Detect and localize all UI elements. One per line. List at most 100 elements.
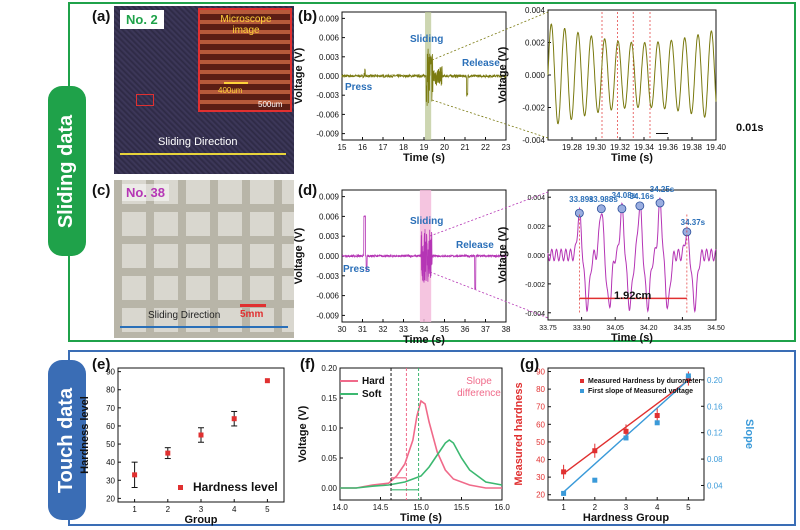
legend-g: Measured Hardness by durometer First slo…	[580, 378, 701, 395]
x-tick-label: 34.05	[606, 325, 624, 332]
data-point-e	[198, 432, 204, 438]
y-tick-label: 50	[106, 440, 115, 449]
y-tick-label: 0.004	[527, 195, 545, 202]
x-tick-label: 18	[399, 143, 408, 152]
peak-label: 34.08s	[612, 191, 637, 200]
chart-b-main: 15 16 17 18 19 20 21 22 23 0.009 0.006 0.003 0.000 -0…	[293, 11, 511, 164]
series-f-soft	[340, 439, 503, 489]
y-tick-label: -0.004	[522, 136, 545, 145]
sliding-data-band: Sliding data	[48, 86, 86, 256]
legend-f: Hard Soft	[340, 376, 385, 400]
annot-d-release: Release	[456, 240, 494, 251]
peak-label: 33.988s	[589, 195, 618, 204]
annot-d-press: Press	[343, 264, 371, 275]
panel-label-g: (g)	[520, 356, 540, 373]
connector-b-top	[431, 11, 549, 61]
x-axis-title: Time (s)	[611, 332, 653, 344]
scale-bar-c	[240, 304, 266, 307]
legend-g-durometer: Measured Hardness by durometer	[580, 378, 701, 385]
x-tick-label: 3	[199, 505, 204, 514]
legend-f-soft-label: Soft	[362, 389, 382, 400]
plot-frame	[547, 9, 717, 141]
peak-label: 33.89s	[569, 195, 594, 204]
x-axis-title: Hardness Group	[583, 512, 669, 524]
x-tick-label: 1	[132, 505, 137, 514]
x-tick-label: 3	[624, 503, 629, 512]
annot-d-distance: 1.92cm	[614, 290, 652, 302]
y-tick-label: -0.009	[316, 311, 339, 320]
y-tick-label: 90	[106, 368, 115, 377]
y2-tick-label: 0.08	[707, 455, 723, 464]
x-tick-label: 19.34	[634, 143, 655, 152]
legend-f-soft-swatch	[340, 393, 358, 396]
y-tick-label: 40	[536, 456, 545, 465]
x-tick-label: 34.35	[674, 325, 692, 332]
y-tick-label: 0.006	[319, 34, 340, 43]
y2-tick-label: 0.04	[707, 481, 723, 490]
legend-f-hard-swatch	[340, 380, 358, 383]
peak-marker	[617, 204, 627, 214]
legend-g-durometer-marker	[580, 379, 584, 384]
x-tick-label: 19.30	[586, 143, 607, 152]
sliding-arrow-c	[120, 326, 288, 328]
y-tick-label: 0.000	[319, 72, 340, 81]
y-tick-label: 20	[106, 494, 115, 503]
scale-label-500: 500um	[258, 100, 283, 109]
legend-e: Hardness level	[178, 480, 278, 494]
data-point-slope	[654, 420, 660, 426]
y-tick-label: 40	[106, 458, 115, 467]
microscope-title: Microscope image	[220, 14, 272, 36]
legend-g-slope: First slope of Measured voltage	[580, 388, 701, 395]
y-axis-title: Measured hardness	[513, 382, 525, 485]
y-tick-label: -0.006	[316, 110, 339, 119]
y-tick-label: 0.10	[321, 424, 337, 433]
x-tick-label: 19.28	[562, 143, 583, 152]
y-tick-label: -0.002	[525, 282, 545, 289]
x-tick-label: 33	[399, 325, 408, 334]
zoom-connectors	[429, 11, 549, 319]
peak-marker	[635, 201, 645, 211]
y-tick-label: 0.003	[319, 53, 340, 62]
y-tick-label: 0.009	[319, 14, 340, 23]
y-tick-label: 0.000	[525, 71, 546, 80]
y-axis-title: Voltage (V)	[297, 405, 309, 462]
connector-b-bottom	[431, 99, 549, 139]
data-point-e	[264, 378, 270, 384]
x-tick-label: 21	[461, 143, 470, 152]
panel-label-a: (a)	[92, 8, 111, 25]
peak-marker	[574, 208, 584, 218]
y-axis-title: Voltage (V)	[497, 226, 509, 283]
data-point-durometer	[685, 376, 691, 382]
y-tick-label: 0.009	[319, 193, 340, 202]
sliding-arrow-a	[120, 153, 286, 155]
annot-b-sliding: Sliding	[410, 34, 444, 45]
y-tick-label: 0.000	[527, 253, 545, 260]
peak-label: 34.25s	[650, 185, 675, 194]
y2-axis-title: Slope	[743, 419, 755, 449]
annot-b-press: Press	[345, 82, 373, 93]
y2-tick-label: 0.16	[707, 402, 723, 411]
data-point-durometer	[623, 428, 629, 434]
x-tick-label: 20	[440, 143, 449, 152]
x-tick-label: 15.5	[454, 503, 470, 512]
y-tick-label: 70	[536, 403, 545, 412]
connector-d-bottom	[429, 271, 549, 319]
series-b-main	[341, 48, 507, 106]
annot-b-release: Release	[462, 58, 500, 69]
y-tick-label: 0.003	[319, 232, 340, 241]
y-axis-title: Voltage (V)	[293, 47, 305, 104]
panel-label-c: (c)	[92, 182, 111, 199]
series-d-main	[341, 215, 507, 290]
chart-d-main: 30 31 32 33 34 35 36 37 38 0.009 0.006 0.003 0.000 -0…	[293, 189, 511, 346]
badge-no2: No. 2	[120, 10, 164, 29]
x-tick-label: 16	[358, 143, 367, 152]
x-tick-label: 1	[561, 503, 566, 512]
x-tick-label: 4	[232, 505, 237, 514]
y-axis-title: Voltage (V)	[497, 46, 509, 103]
series-b-zoom	[547, 23, 717, 125]
y-tick-label: 0.05	[321, 454, 337, 463]
legend-f-hard-label: Hard	[362, 376, 385, 387]
legend-g-slope-label: First slope of Measured voltage	[588, 388, 694, 395]
x-tick-label: 31	[358, 325, 367, 334]
